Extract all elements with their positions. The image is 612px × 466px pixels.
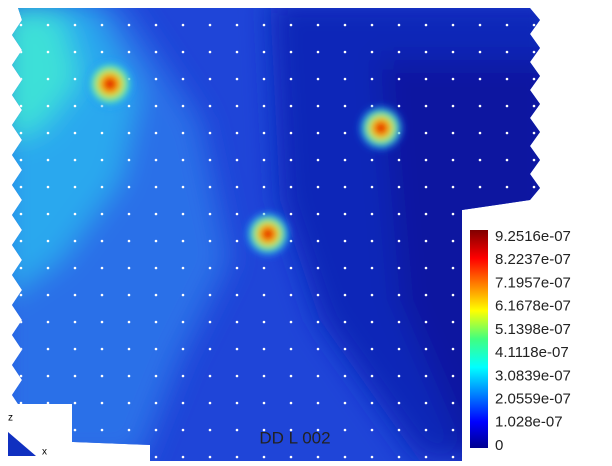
colorbar-label: 2.0559e-07: [495, 391, 571, 408]
colorbar-label: 6.1678e-07: [495, 298, 571, 315]
colorbar-label: 5.1398e-07: [495, 321, 571, 338]
colorbar-label: 9.2516e-07: [495, 228, 571, 245]
colorbar-label: 1.028e-07: [495, 414, 563, 431]
triad-horizontal-label: x: [42, 447, 47, 458]
colorbar-label: 8.2237e-07: [495, 251, 571, 268]
triad-icon: [8, 432, 36, 456]
caption: DD L 002: [259, 428, 330, 447]
colorbar-label: 3.0839e-07: [495, 367, 571, 384]
colorbar-label: 7.1957e-07: [495, 274, 571, 291]
colorbar-label: 4.1118e-07: [495, 344, 569, 361]
triad-vertical-label: z: [8, 413, 13, 424]
colorbar-labels: 9.2516e-07 8.2237e-07 7.1957e-07 6.1678e-07…: [495, 228, 571, 454]
colorbar: [470, 230, 488, 448]
colorbar-label: 0: [495, 437, 503, 454]
